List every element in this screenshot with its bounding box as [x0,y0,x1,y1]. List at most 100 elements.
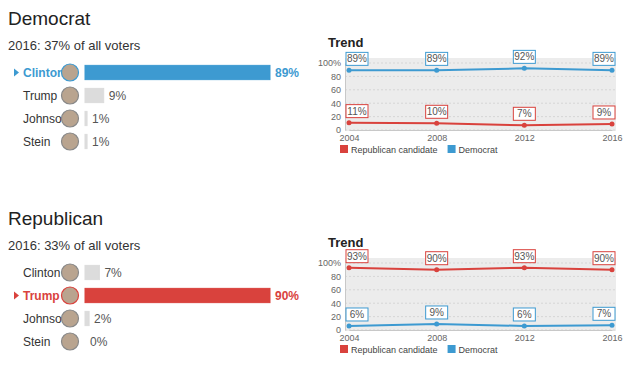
tick-label: 2008 [427,133,447,143]
data-label: 9% [597,107,612,118]
series-point [610,323,615,328]
avatar [62,133,79,150]
data-label: 0% [90,335,108,349]
series-point [610,267,615,272]
tick-label: 40 [331,99,341,109]
data-label-box: 90% [593,252,615,265]
data-label: 92% [514,51,534,62]
series-point [434,121,439,126]
grid-line [345,289,616,290]
tick-label: 80 [331,72,341,82]
bar-rows: Clinton89%Trump9%Johnson1%Stein1% [14,64,299,150]
series-point [347,323,352,328]
data-labels: 93%90%93%90%6%9%6%7% [346,250,615,321]
data-label: 11% [347,106,366,117]
tick: 2016 [602,130,622,143]
axis-line [350,130,613,131]
tick: 20 [331,112,345,122]
legend-label: Republican candidate [351,145,438,155]
data-label-box: 9% [426,306,448,319]
tick: 2016 [602,330,622,343]
grid-line [345,276,616,277]
axis-line [350,330,613,331]
bar [85,65,270,79]
bar-rows: Clinton7%Trump90%Johnson2%Stein0% [14,264,299,350]
series-point [434,68,439,73]
grid-line [345,63,616,64]
tick: 100% [318,58,345,68]
tick: 2004 [339,130,359,143]
tick-label: 2004 [339,333,359,343]
avatar [62,287,79,304]
chart-2: Republican2016: 33% of all votersClinton… [8,208,299,350]
chart-svg: Democrat 2016: 37% of all voters Clinton 89… [0,0,628,366]
series-point [434,267,439,272]
data-label: 90% [594,253,614,264]
data-label: 7% [517,108,532,119]
data-label-box: 11% [346,105,368,118]
legend: Republican candidate Democrat [340,145,498,155]
legend-label: Democrat [459,145,499,155]
tick: 60 [331,85,345,95]
grid-line [345,316,616,317]
data-label: 2% [94,312,112,326]
data-label: 89% [594,53,614,64]
data-label: 6% [517,309,532,320]
avatar [62,64,79,81]
data-label: 6% [350,309,365,320]
data-label-box: 93% [346,250,368,263]
bar [85,265,99,279]
chart-1: Trend020406080100%200420082012201611%10%… [318,35,623,155]
bar [85,111,87,125]
tick-label: 80 [331,272,341,282]
label-box [513,250,535,263]
tick-label: 60 [331,85,341,95]
tick-label: 20 [331,112,341,122]
axis-line [345,64,346,131]
series-point [522,265,527,270]
tick-label: 2008 [427,333,447,343]
series-point [522,66,527,71]
tick-label: 2012 [515,133,535,143]
avatar [62,310,79,327]
data-label-box: 9% [593,106,615,119]
chart-title: Trend [328,235,363,250]
data-label: 89% [275,66,299,80]
label-box [593,307,615,320]
data-label-box: 6% [346,308,368,321]
grid-line [345,303,616,304]
bar [85,88,104,102]
category-label: Clinton [23,66,64,80]
winner-marker [14,292,19,300]
tick-label: 100% [318,258,341,268]
bar [85,288,270,302]
data-label-box: 92% [513,50,535,63]
winner-marker [14,69,19,77]
label-box [346,250,368,263]
data-label-box: 89% [426,52,448,65]
legend-swatch [448,145,456,153]
series-point [347,120,352,125]
section-subtitle: 2016: 37% of all voters [8,38,141,53]
tick: 100% [318,258,345,268]
label-box [593,252,615,265]
label-box [426,52,448,65]
data-label-box: 89% [346,52,368,65]
grid-line [345,89,616,90]
data-label: 89% [427,53,447,64]
avatar [62,333,79,350]
data-label-box: 89% [593,52,615,65]
tick-label: 2012 [515,333,535,343]
y-axis: 020406080100% [318,58,346,135]
legend: Republican candidateDemocrat [340,345,498,355]
category-label: Trump [23,89,58,103]
chart-0: Democrat2016: 37% of all votersClinton89… [8,8,299,150]
grid [345,63,616,130]
series-line [349,324,612,326]
data-label: 9% [109,89,127,103]
data-label: 1% [92,135,110,149]
data-label: 9% [429,307,444,318]
x-axis: 2004 2008 2012 2016 [339,130,622,143]
section-subtitle: 2016: 33% of all voters [8,238,141,253]
label-box [513,107,535,120]
